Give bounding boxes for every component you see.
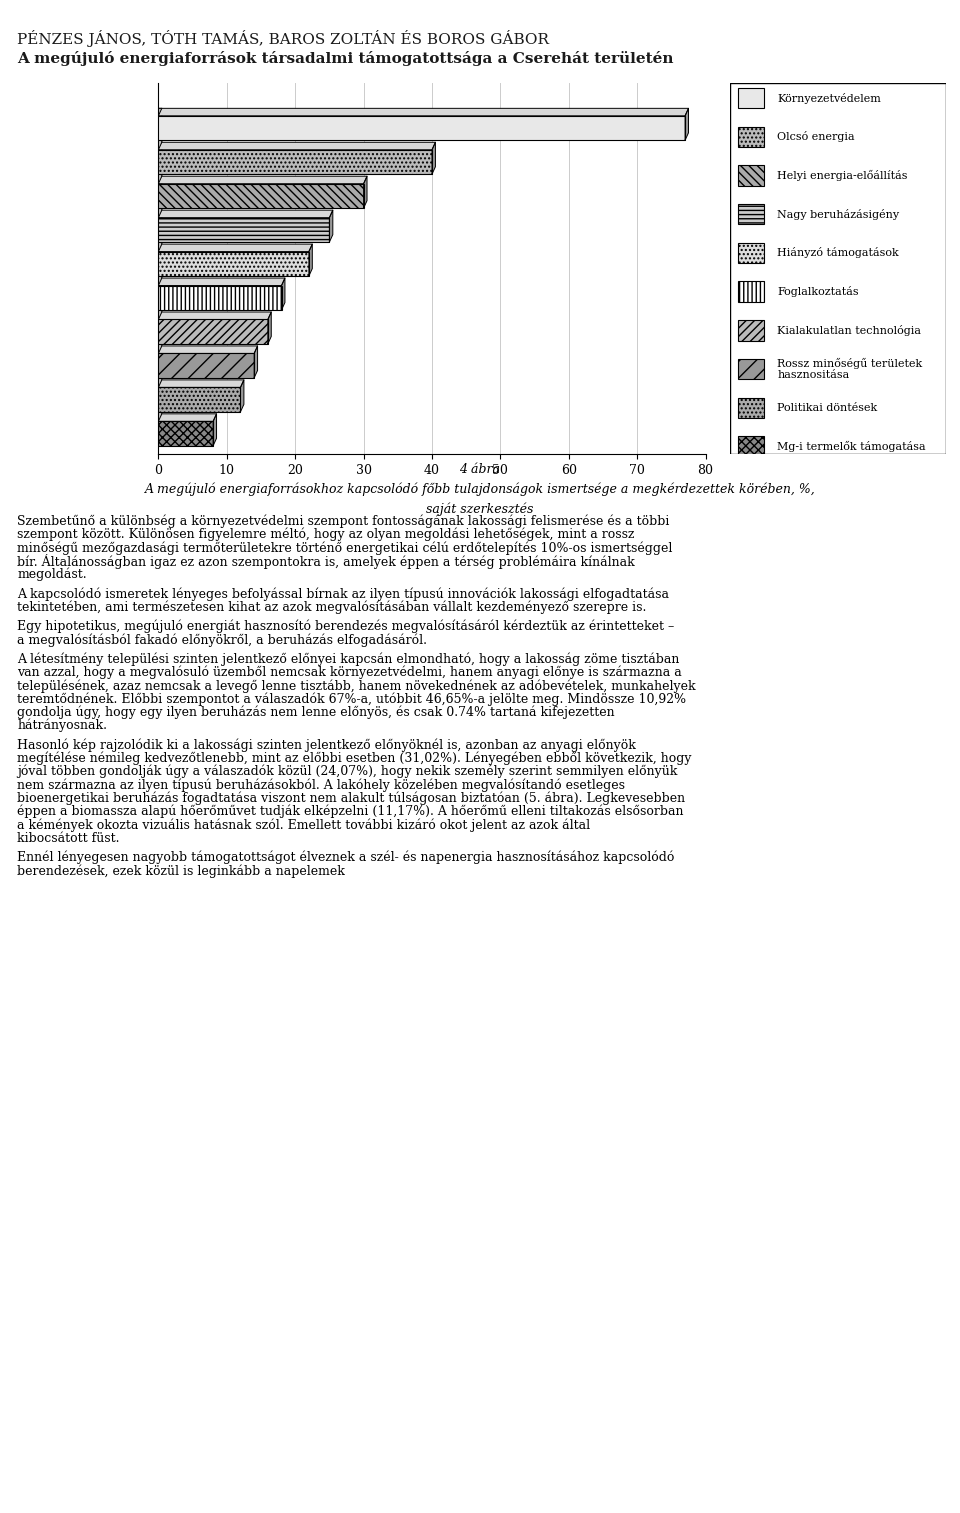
Polygon shape bbox=[685, 109, 688, 141]
Polygon shape bbox=[364, 176, 367, 209]
FancyBboxPatch shape bbox=[738, 359, 764, 380]
FancyBboxPatch shape bbox=[738, 398, 764, 418]
Polygon shape bbox=[254, 346, 257, 378]
Bar bbox=[158, 218, 329, 242]
Polygon shape bbox=[158, 176, 367, 183]
Polygon shape bbox=[158, 109, 162, 446]
Text: Olcsó energia: Olcsó energia bbox=[778, 132, 854, 142]
Polygon shape bbox=[158, 415, 217, 421]
Polygon shape bbox=[213, 415, 217, 446]
Text: A kapcsolódó ismeretek lényeges befolyással bírnak az ilyen típusú innovációk la: A kapcsolódó ismeretek lényeges befolyás… bbox=[17, 587, 669, 601]
FancyBboxPatch shape bbox=[738, 127, 764, 147]
Text: kibocsátott füst.: kibocsátott füst. bbox=[17, 832, 120, 844]
Text: hátrányosnak.: hátrányosnak. bbox=[17, 719, 108, 732]
Polygon shape bbox=[432, 142, 436, 174]
FancyBboxPatch shape bbox=[738, 165, 764, 186]
Polygon shape bbox=[158, 312, 272, 319]
Text: megítélése némileg kedvezőtlenebb, mint az előbbi esetben (31,02%). Lényegében e: megítélése némileg kedvezőtlenebb, mint … bbox=[17, 752, 692, 766]
Polygon shape bbox=[329, 210, 333, 242]
Polygon shape bbox=[158, 210, 333, 218]
Text: Kialakulatlan technológia: Kialakulatlan technológia bbox=[778, 325, 922, 336]
Text: településének, azaz nemcsak a levegő lenne tisztább, hanem növekednének az adóbe: településének, azaz nemcsak a levegő len… bbox=[17, 679, 696, 693]
Text: éppen a biomassza alapú hőerőművet tudják elképzelni (11,17%). A hőerőmű elleni : éppen a biomassza alapú hőerőművet tudjá… bbox=[17, 805, 684, 819]
Text: A létesítmény települési szinten jelentkező előnyei kapcsán elmondható, hogy a l: A létesítmény települési szinten jelentk… bbox=[17, 652, 680, 666]
Bar bbox=[158, 354, 254, 378]
FancyBboxPatch shape bbox=[738, 204, 764, 224]
Polygon shape bbox=[281, 278, 285, 310]
Text: Hiányzó támogatások: Hiányzó támogatások bbox=[778, 248, 899, 259]
Polygon shape bbox=[158, 109, 688, 117]
Bar bbox=[158, 117, 685, 141]
Bar bbox=[158, 183, 364, 209]
Text: minőségű mezőgazdasági termőterületekre történő energetikai célú erdőtelepítés 1: minőségű mezőgazdasági termőterületekre … bbox=[17, 542, 673, 555]
Text: Egy hipotetikus, megújuló energiát hasznosító berendezés megvalósításáról kérdez: Egy hipotetikus, megújuló energiát haszn… bbox=[17, 620, 675, 634]
Text: PÉNZES JÁNOS, TÓTH TAMÁS, BAROS ZOLTÁN ÉS BOROS GÁBOR: PÉNZES JÁNOS, TÓTH TAMÁS, BAROS ZOLTÁN É… bbox=[17, 30, 549, 47]
Polygon shape bbox=[158, 278, 285, 286]
Text: A megújuló energiaforrások társadalmi támogatottsága a Cserehát területén: A megújuló energiaforrások társadalmi tá… bbox=[17, 51, 674, 67]
FancyBboxPatch shape bbox=[738, 242, 764, 263]
Text: Hasonló kép rajzolódik ki a lakossági szinten jelentkező előnyöknél is, azonban : Hasonló kép rajzolódik ki a lakossági sz… bbox=[17, 738, 636, 752]
Bar bbox=[158, 319, 268, 343]
Text: szempont között. Különösen figyelemre méltó, hogy az olyan megoldási lehetőségek: szempont között. Különösen figyelemre mé… bbox=[17, 528, 635, 542]
Text: jóval többen gondolják úgy a válaszadók közül (24,07%), hogy nekik személy szeri: jóval többen gondolják úgy a válaszadók … bbox=[17, 766, 678, 779]
Text: berendezések, ezek közül is leginkább a napelemek: berendezések, ezek közül is leginkább a … bbox=[17, 864, 346, 878]
Text: bioenergetikai beruházás fogadtatása viszont nem alakult túlságosan biztatóan (5: bioenergetikai beruházás fogadtatása vis… bbox=[17, 791, 685, 805]
FancyBboxPatch shape bbox=[738, 281, 764, 301]
Text: megoldást.: megoldást. bbox=[17, 567, 87, 581]
Text: Ennél lényegesen nagyobb támogatottságot élveznek a szél- és napenergia hasznosí: Ennél lényegesen nagyobb támogatottságot… bbox=[17, 850, 675, 864]
Bar bbox=[158, 150, 432, 174]
Text: Mg-i termelők támogatása: Mg-i termelők támogatása bbox=[778, 440, 925, 452]
Text: a megvalósításból fakadó előnyökről, a beruházás elfogadásáról.: a megvalósításból fakadó előnyökről, a b… bbox=[17, 632, 427, 646]
Text: Helyi energia-előállítás: Helyi energia-előállítás bbox=[778, 169, 907, 182]
FancyBboxPatch shape bbox=[738, 436, 764, 457]
FancyBboxPatch shape bbox=[738, 88, 764, 109]
Text: bír. Általánosságban igaz ez azon szempontokra is, amelyek éppen a térség problé: bír. Általánosságban igaz ez azon szempo… bbox=[17, 554, 635, 569]
Polygon shape bbox=[158, 346, 257, 354]
Text: tekintetében, ami természetesen kihat az azok megvalósításában vállalt kezdemény: tekintetében, ami természetesen kihat az… bbox=[17, 601, 647, 614]
Text: Nagy beruházásigény: Nagy beruházásigény bbox=[778, 209, 900, 219]
Text: 4 ábra: 4 ábra bbox=[460, 463, 500, 477]
Text: gondolja úgy, hogy egy ilyen beruházás nem lenne előnyös, és csak 0.74% tartaná : gondolja úgy, hogy egy ilyen beruházás n… bbox=[17, 705, 615, 719]
Text: Foglalkoztatás: Foglalkoztatás bbox=[778, 286, 859, 297]
Polygon shape bbox=[158, 142, 436, 150]
Text: nem származna az ilyen típusú beruházásokból. A lakóhely közelében megvalósítand: nem származna az ilyen típusú beruházáso… bbox=[17, 778, 625, 791]
Polygon shape bbox=[158, 380, 244, 387]
Bar bbox=[158, 251, 309, 275]
Polygon shape bbox=[240, 380, 244, 412]
FancyBboxPatch shape bbox=[738, 321, 764, 340]
Text: Környezetvédelem: Környezetvédelem bbox=[778, 92, 881, 103]
Text: van azzal, hogy a megvalósuló üzemből nemcsak környezetvédelmi, hanem anyagi elő: van azzal, hogy a megvalósuló üzemből ne… bbox=[17, 666, 682, 679]
Text: saját szerkesztés: saját szerkesztés bbox=[426, 502, 534, 516]
Bar bbox=[158, 387, 240, 412]
Polygon shape bbox=[158, 244, 312, 251]
Polygon shape bbox=[268, 312, 272, 343]
Text: A megújuló energiaforrásokhoz kapcsolódó főbb tulajdonságok ismertsége a megkérd: A megújuló energiaforrásokhoz kapcsolódó… bbox=[145, 483, 815, 496]
Text: Rossz minőségű területek
hasznositása: Rossz minőségű területek hasznositása bbox=[778, 357, 923, 380]
Text: a kémények okozta vizuális hatásnak szól. Emellett további kizáró okot jelent az: a kémények okozta vizuális hatásnak szól… bbox=[17, 819, 590, 832]
Polygon shape bbox=[309, 244, 312, 275]
Text: Szembetűnő a különbség a környezetvédelmi szempont fontosságának lakossági felis: Szembetűnő a különbség a környezetvédelm… bbox=[17, 514, 670, 528]
Bar bbox=[158, 286, 281, 310]
Text: teremtődnének. Előbbi szempontot a válaszadók 67%-a, utóbbit 46,65%-a jelölte me: teremtődnének. Előbbi szempontot a válas… bbox=[17, 693, 686, 707]
Bar bbox=[158, 421, 213, 446]
Text: Politikai döntések: Politikai döntések bbox=[778, 402, 877, 413]
